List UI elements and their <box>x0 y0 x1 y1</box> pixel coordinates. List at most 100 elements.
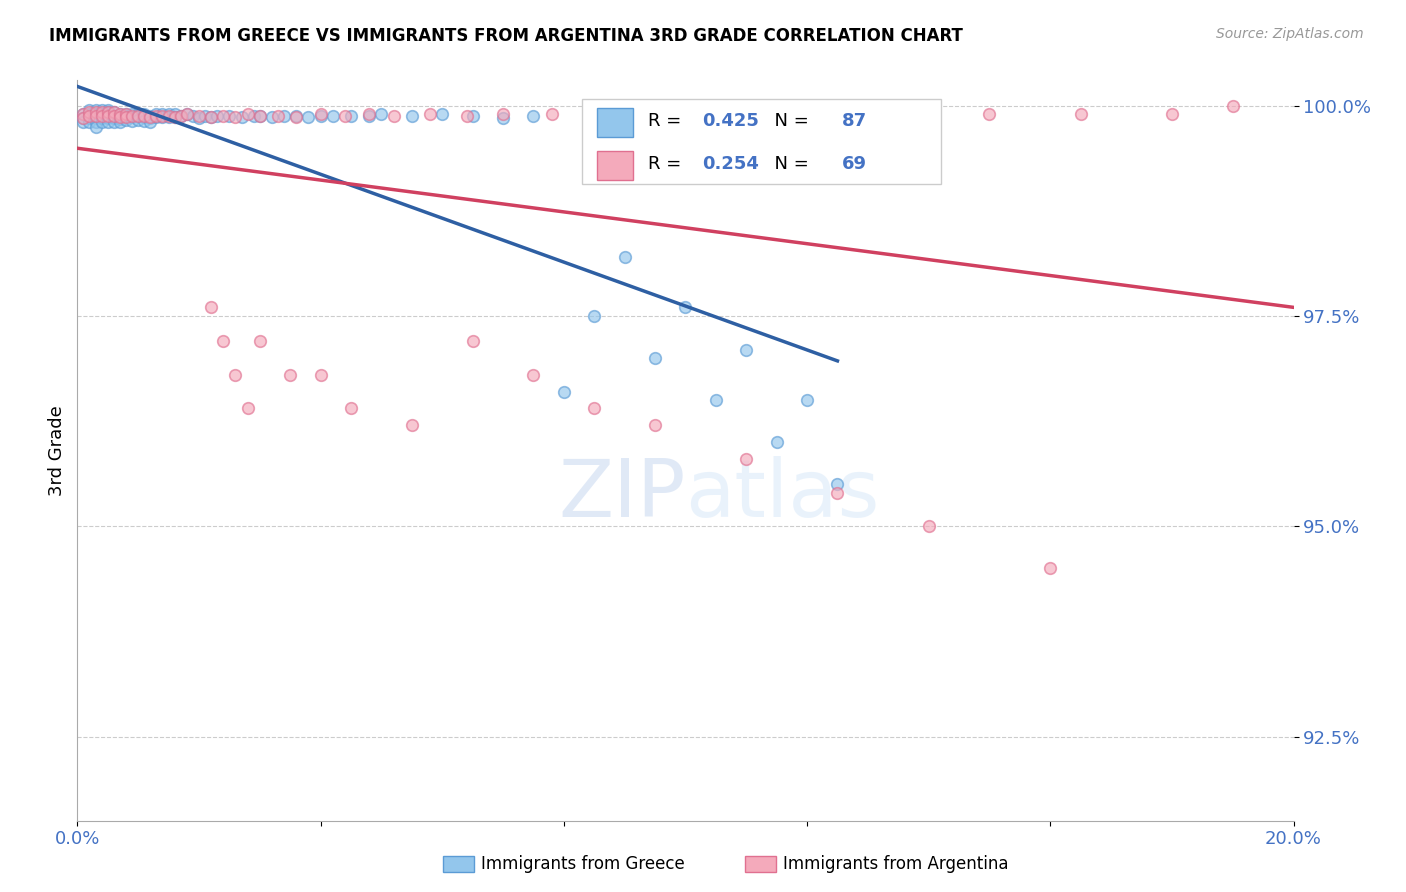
Point <box>704 107 727 121</box>
Point <box>249 109 271 123</box>
Point <box>1222 98 1244 112</box>
Point <box>492 107 515 121</box>
Point <box>194 109 217 123</box>
Point <box>218 110 240 124</box>
Text: R =: R = <box>648 112 686 130</box>
Point <box>108 115 131 129</box>
Point <box>134 107 156 121</box>
Text: 69: 69 <box>842 155 868 173</box>
Point <box>583 401 606 416</box>
Point <box>765 107 787 121</box>
Point <box>139 109 162 123</box>
Point <box>675 301 697 315</box>
Point <box>540 107 562 121</box>
Point <box>583 309 606 323</box>
Point <box>297 110 319 124</box>
Point <box>121 113 143 128</box>
Point <box>340 401 363 416</box>
Point <box>108 112 131 126</box>
Point <box>285 110 308 124</box>
Text: Immigrants from Greece: Immigrants from Greece <box>481 855 685 873</box>
Point <box>735 343 758 357</box>
Point <box>79 103 101 117</box>
Point <box>157 107 180 121</box>
Point <box>103 110 125 124</box>
Text: Source: ZipAtlas.com: Source: ZipAtlas.com <box>1216 27 1364 41</box>
Point <box>139 114 162 128</box>
Point <box>139 111 162 125</box>
Point <box>97 105 120 120</box>
Point <box>163 110 186 124</box>
Point <box>796 392 818 407</box>
Point <box>163 110 186 124</box>
Point <box>134 113 156 128</box>
Point <box>212 109 235 123</box>
Text: ZIP: ZIP <box>558 456 686 534</box>
Point <box>285 110 308 124</box>
Point <box>309 109 332 123</box>
Point <box>735 451 758 466</box>
Point <box>419 107 441 121</box>
Text: 87: 87 <box>842 112 868 130</box>
Point <box>461 109 484 123</box>
Point <box>103 105 125 120</box>
Point <box>108 110 131 124</box>
Point <box>918 519 941 533</box>
Point <box>79 107 101 121</box>
Point <box>200 110 222 124</box>
FancyBboxPatch shape <box>582 99 941 184</box>
Text: 0.425: 0.425 <box>703 112 759 130</box>
Point <box>79 105 101 120</box>
Point <box>267 109 290 123</box>
Point <box>127 107 149 121</box>
Bar <box>596 108 633 137</box>
Point <box>200 301 222 315</box>
Point <box>157 109 180 123</box>
Point <box>249 334 271 348</box>
Point <box>72 115 94 129</box>
Point <box>827 477 849 491</box>
Point <box>72 111 94 125</box>
Point <box>115 107 138 121</box>
Point <box>359 110 381 124</box>
Point <box>644 351 666 365</box>
Point <box>152 107 174 121</box>
Text: IMMIGRANTS FROM GREECE VS IMMIGRANTS FROM ARGENTINA 3RD GRADE CORRELATION CHART: IMMIGRANTS FROM GREECE VS IMMIGRANTS FRO… <box>49 27 963 45</box>
Point <box>176 107 198 121</box>
Point <box>127 110 149 124</box>
Point <box>522 109 544 123</box>
Point <box>115 107 138 121</box>
Point <box>231 110 253 124</box>
Point <box>97 108 120 122</box>
Point <box>236 401 259 416</box>
Point <box>84 111 107 125</box>
Point <box>108 107 131 121</box>
Point <box>84 107 107 121</box>
Point <box>170 109 193 123</box>
Bar <box>596 151 633 180</box>
Point <box>492 111 515 125</box>
Point <box>121 107 143 121</box>
Point <box>613 250 636 264</box>
Point <box>242 109 264 123</box>
Point <box>157 110 180 124</box>
Point <box>90 103 112 117</box>
Point <box>84 110 107 124</box>
Y-axis label: 3rd Grade: 3rd Grade <box>48 405 66 496</box>
Point <box>340 109 363 123</box>
Text: atlas: atlas <box>686 456 880 534</box>
Point <box>765 435 787 450</box>
Point <box>139 110 162 124</box>
Point <box>359 107 381 121</box>
Point <box>200 110 222 124</box>
Point <box>827 107 849 121</box>
Point <box>84 115 107 129</box>
Point <box>108 110 131 124</box>
Point <box>176 107 198 121</box>
Point <box>224 110 246 124</box>
Point <box>108 107 131 121</box>
Point <box>127 112 149 127</box>
Point <box>90 105 112 120</box>
Point <box>181 109 204 123</box>
Point <box>152 109 174 123</box>
